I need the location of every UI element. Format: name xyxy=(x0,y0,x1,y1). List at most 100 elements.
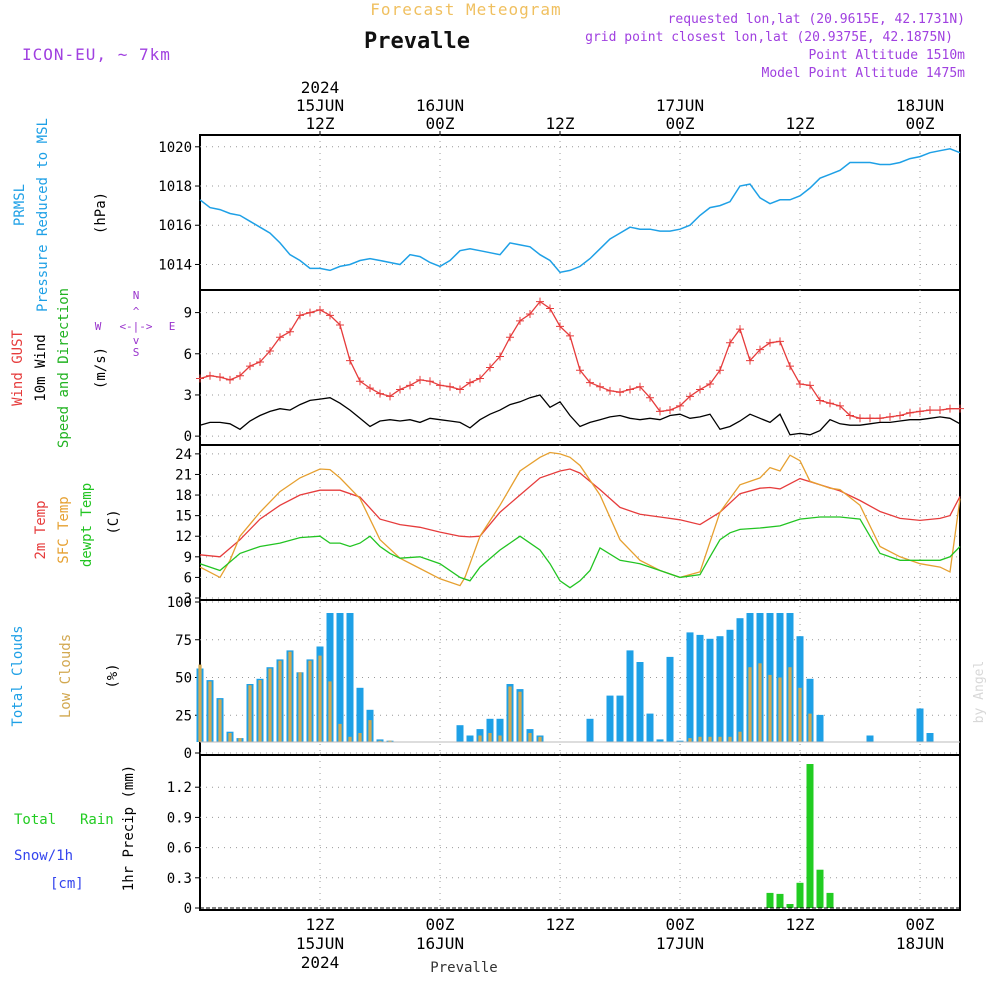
bottom-time-label: 12Z xyxy=(546,915,575,934)
bottom-time-label: 18JUN xyxy=(896,934,944,953)
wind-gust-point xyxy=(446,382,454,391)
top-time-label: 00Z xyxy=(426,114,455,133)
wind-gust-point xyxy=(386,392,394,401)
wind-gust-point xyxy=(346,356,354,365)
precip-frame xyxy=(199,754,961,911)
wind-gust-point xyxy=(856,414,864,423)
wind-unit: (m/s) xyxy=(93,347,109,389)
wind-gust-point xyxy=(916,407,924,416)
bottom-time-label: 12Z xyxy=(786,915,815,934)
top-time-label: 00Z xyxy=(906,114,935,133)
low-clouds-bar xyxy=(768,674,772,742)
wind-gust-point xyxy=(496,352,504,361)
wind-gust-point xyxy=(876,414,884,423)
low-clouds-bar xyxy=(248,685,252,742)
pressure-ytick-label-1016: 1016 xyxy=(158,218,192,234)
rain-bar xyxy=(806,764,814,908)
wind-gust-point xyxy=(316,305,324,314)
wind-gust-point xyxy=(826,399,834,408)
wind-gust-point xyxy=(356,377,364,386)
low-clouds-bar xyxy=(298,672,302,742)
dewpt-temp-label: dewpt Temp xyxy=(79,483,95,567)
total-clouds-bar xyxy=(816,714,824,742)
low-clouds-bar xyxy=(508,686,512,742)
clouds-ytick-label-0: 0 xyxy=(184,746,192,762)
low-clouds-bar xyxy=(538,736,542,742)
wind-gust-point xyxy=(886,412,894,421)
pressure-unit: (hPa) xyxy=(93,192,109,234)
clouds-ytick-label-50: 50 xyxy=(175,671,192,687)
compass-east: E xyxy=(169,320,176,333)
low-clouds-bar xyxy=(328,681,332,742)
wind-gust-point xyxy=(926,406,934,415)
total-clouds-bar xyxy=(676,740,684,742)
total-clouds-bar xyxy=(346,613,354,742)
low-clouds-bar xyxy=(348,736,352,742)
temp-unit: (C) xyxy=(106,509,122,534)
wind-gust-point xyxy=(226,375,234,384)
temperature-ytick-label-9: 9 xyxy=(184,550,192,566)
wind-gust-point xyxy=(286,327,294,336)
total-clouds-bar xyxy=(736,618,744,742)
total-clouds-bar xyxy=(326,613,334,742)
total-clouds-bar xyxy=(656,739,664,742)
temperature-panel: 2m Temp SFC Temp dewpt Temp (C) 3 6 9 12 15 1… xyxy=(33,444,961,607)
clouds-ytick-label-100: 100 xyxy=(167,595,192,611)
rain-bar xyxy=(796,882,804,908)
total-clouds-bar xyxy=(646,713,654,742)
low-clouds-bar xyxy=(338,723,342,742)
total-clouds-bar xyxy=(456,725,464,742)
pressure-ytick-label-1018: 1018 xyxy=(158,179,192,195)
snow-label: Snow/1h xyxy=(14,848,73,864)
low-clouds-bar xyxy=(198,664,202,742)
model-altitude: Model Point Altitude 1475m xyxy=(762,66,966,81)
pressure-ytick-label-1020: 1020 xyxy=(158,140,192,156)
compass-arrows: <-|-> xyxy=(119,320,152,333)
compass-west: W xyxy=(95,320,102,333)
total-clouds-bar xyxy=(466,735,474,742)
wind-gust-point xyxy=(816,396,824,405)
compass-rose: N S W E <-|-> ^ v xyxy=(95,289,176,359)
low-clouds-bar xyxy=(518,691,522,742)
snow-unit-label: [cm] xyxy=(50,876,84,892)
wind-gust-point xyxy=(456,385,464,394)
grid-point-coords: grid point closest lon,lat (20.9375E, 42… xyxy=(585,30,953,45)
total-clouds-bar xyxy=(666,656,674,742)
bottom-time-label: 15JUN xyxy=(296,934,344,953)
wind-gust-point xyxy=(846,411,854,420)
pressure-panel: PRMSL Pressure Reduced to MSL (hPa) 1014… xyxy=(12,118,961,312)
sfc-temp-label: SFC Temp xyxy=(56,496,72,563)
total-clouds-bar xyxy=(726,629,734,742)
low-clouds-bar xyxy=(708,736,712,742)
precip-panel: Total Rain Snow/1h [cm] 1hr Precip (mm) … xyxy=(14,754,961,917)
wind-gust-point xyxy=(246,362,254,371)
top-time-label: 16JUN xyxy=(416,96,464,115)
temperature-ytick-label-3: 3 xyxy=(184,591,192,607)
wind-gust-point xyxy=(276,333,284,342)
wind-gust-point xyxy=(396,385,404,394)
wind-ytick-label-6: 6 xyxy=(184,347,192,363)
low-clouds-bar xyxy=(378,740,382,742)
wind-gust-point xyxy=(746,356,754,365)
low-clouds-bar xyxy=(738,731,742,742)
compass-up-arrow: ^ xyxy=(133,305,140,318)
low-clouds-bar xyxy=(788,667,792,742)
low-clouds-bar xyxy=(288,651,292,742)
wind-gust-point xyxy=(616,388,624,397)
wind-gust-point xyxy=(686,392,694,401)
bottom-time-label: 12Z xyxy=(306,915,335,934)
dewpt-temp-line xyxy=(199,516,961,589)
wind-ytick-label-9: 9 xyxy=(184,306,192,322)
top-time-label: 2024 xyxy=(301,78,340,97)
wind-gust-point xyxy=(536,297,544,306)
product-title: Forecast Meteogram xyxy=(370,0,561,19)
wind-gust-point xyxy=(626,385,634,394)
wind-gust-point xyxy=(466,378,474,387)
low-clouds-bar xyxy=(208,681,212,742)
total-clouds-label: Total Clouds xyxy=(10,625,26,726)
wind-gust-point xyxy=(896,411,904,420)
wind-gust-point xyxy=(436,381,444,390)
rain-bar xyxy=(786,904,794,908)
wind-gust-point xyxy=(236,371,244,380)
low-clouds-bar xyxy=(308,660,312,742)
